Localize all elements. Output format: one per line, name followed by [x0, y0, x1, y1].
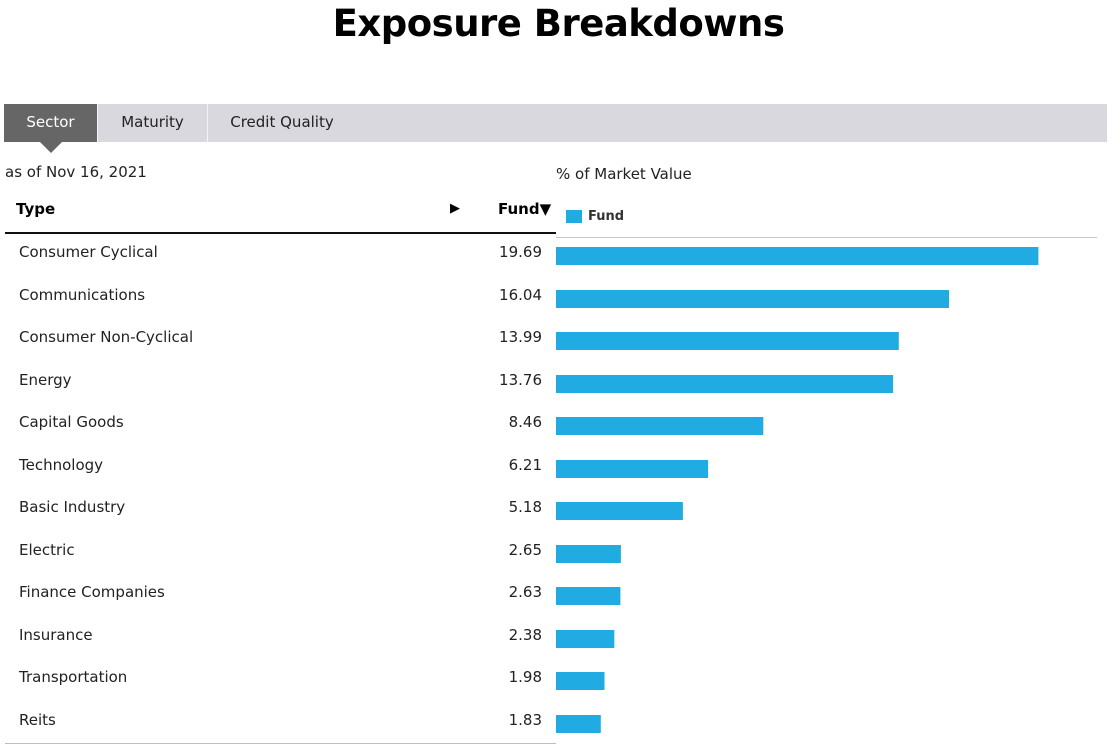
row-value: 16.04 — [499, 286, 542, 304]
row-label: Electric — [19, 541, 75, 559]
bar[interactable] — [556, 247, 1039, 265]
row-value: 1.98 — [508, 668, 542, 686]
row-value: 1.83 — [508, 711, 542, 729]
bar[interactable] — [556, 332, 899, 350]
bar[interactable] — [556, 715, 601, 733]
legend-label: Fund — [588, 209, 625, 224]
column-header-fund[interactable]: Fund▼ — [498, 200, 552, 218]
row-value: 2.65 — [508, 541, 542, 559]
header-rule — [5, 232, 556, 234]
row-value: 13.76 — [499, 371, 542, 389]
row-label: Insurance — [19, 626, 93, 644]
bar[interactable] — [556, 375, 894, 393]
row-value: 2.63 — [508, 583, 542, 601]
tab-maturity[interactable]: Maturity — [121, 113, 184, 131]
row-label: Technology — [19, 456, 104, 474]
play-right-icon[interactable]: ▶ — [450, 201, 460, 216]
as-of-date: as of Nov 16, 2021 — [5, 163, 147, 181]
row-label: Finance Companies — [19, 583, 165, 601]
tab-sector[interactable]: Sector — [4, 104, 97, 153]
page-title: Exposure Breakdowns — [332, 2, 785, 45]
row-label: Transportation — [19, 668, 128, 686]
row-label: Consumer Non-Cyclical — [19, 328, 194, 346]
row-label: Capital Goods — [19, 413, 124, 431]
bar[interactable] — [556, 502, 683, 520]
bar[interactable] — [556, 417, 764, 435]
row-label: Energy — [19, 371, 72, 389]
bar[interactable] — [556, 545, 621, 563]
bar[interactable] — [556, 630, 615, 648]
tab-divider — [207, 104, 208, 142]
chart-axis-label: % of Market Value — [556, 165, 692, 183]
bar[interactable] — [556, 587, 621, 605]
row-value: 8.46 — [508, 413, 542, 431]
row-label: Consumer Cyclical — [19, 243, 158, 261]
bar[interactable] — [556, 672, 605, 690]
row-value: 13.99 — [499, 328, 542, 346]
row-value: 6.21 — [508, 456, 542, 474]
row-value: 5.18 — [508, 498, 542, 516]
row-value: 19.69 — [499, 243, 542, 261]
row-label: Basic Industry — [19, 498, 126, 516]
tab-divider — [97, 104, 98, 142]
table-bottom-rule — [5, 743, 556, 744]
tab-bar: Sector Maturity Credit Quality — [4, 104, 1107, 153]
legend-swatch — [566, 210, 582, 223]
row-label: Communications — [19, 286, 146, 304]
row-value: 2.38 — [508, 626, 542, 644]
bar[interactable] — [556, 290, 949, 308]
tab-credit-quality[interactable]: Credit Quality — [230, 113, 334, 131]
column-header-type[interactable]: Type — [16, 200, 56, 218]
row-label: Reits — [19, 711, 56, 729]
bar[interactable] — [556, 460, 709, 478]
